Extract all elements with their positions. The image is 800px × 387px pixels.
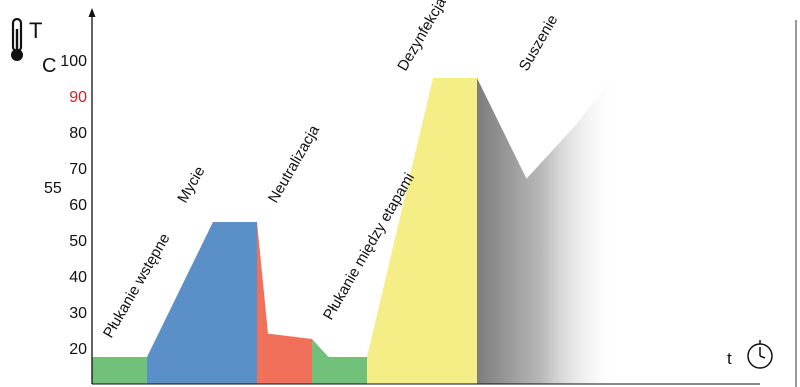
clock-icon bbox=[747, 340, 773, 369]
stage-label: Mycie bbox=[174, 164, 208, 206]
stage-label: Dezynfekcja bbox=[394, 0, 450, 74]
y-axis-arrowhead bbox=[88, 8, 96, 17]
y-tick-label: 80 bbox=[69, 125, 87, 142]
y-tick-label: 70 bbox=[69, 161, 87, 178]
y-axis-symbol: T bbox=[29, 18, 42, 43]
stage-label: Neutralizacja bbox=[265, 122, 323, 206]
y-tick-label: 90 bbox=[69, 89, 87, 106]
y-axis-unit: C bbox=[42, 55, 56, 77]
y-tick-label: 60 bbox=[69, 197, 87, 214]
stage-area bbox=[257, 222, 312, 384]
stage-area bbox=[312, 339, 367, 384]
stage-areas bbox=[92, 67, 620, 384]
stage-area bbox=[477, 67, 620, 384]
y-tick-label: 40 bbox=[69, 269, 87, 286]
stage-area bbox=[367, 78, 477, 384]
stage-area bbox=[147, 222, 257, 384]
y-tick-label: 20 bbox=[69, 341, 87, 358]
y-extra-label: 55 bbox=[44, 180, 62, 197]
stage-area bbox=[92, 357, 147, 384]
y-tick-label: 30 bbox=[69, 305, 87, 322]
y-tick-label: 50 bbox=[69, 233, 87, 250]
y-tick-label: 100 bbox=[60, 53, 87, 70]
y-tick-labels: 20 30 40 50 60 70 80 90 100 bbox=[60, 53, 87, 358]
stage-label: Suszenie bbox=[516, 12, 562, 74]
thermometer-icon bbox=[11, 17, 23, 61]
x-axis-symbol: t bbox=[727, 349, 732, 368]
stage-label: Płukanie wstępne bbox=[100, 231, 174, 341]
